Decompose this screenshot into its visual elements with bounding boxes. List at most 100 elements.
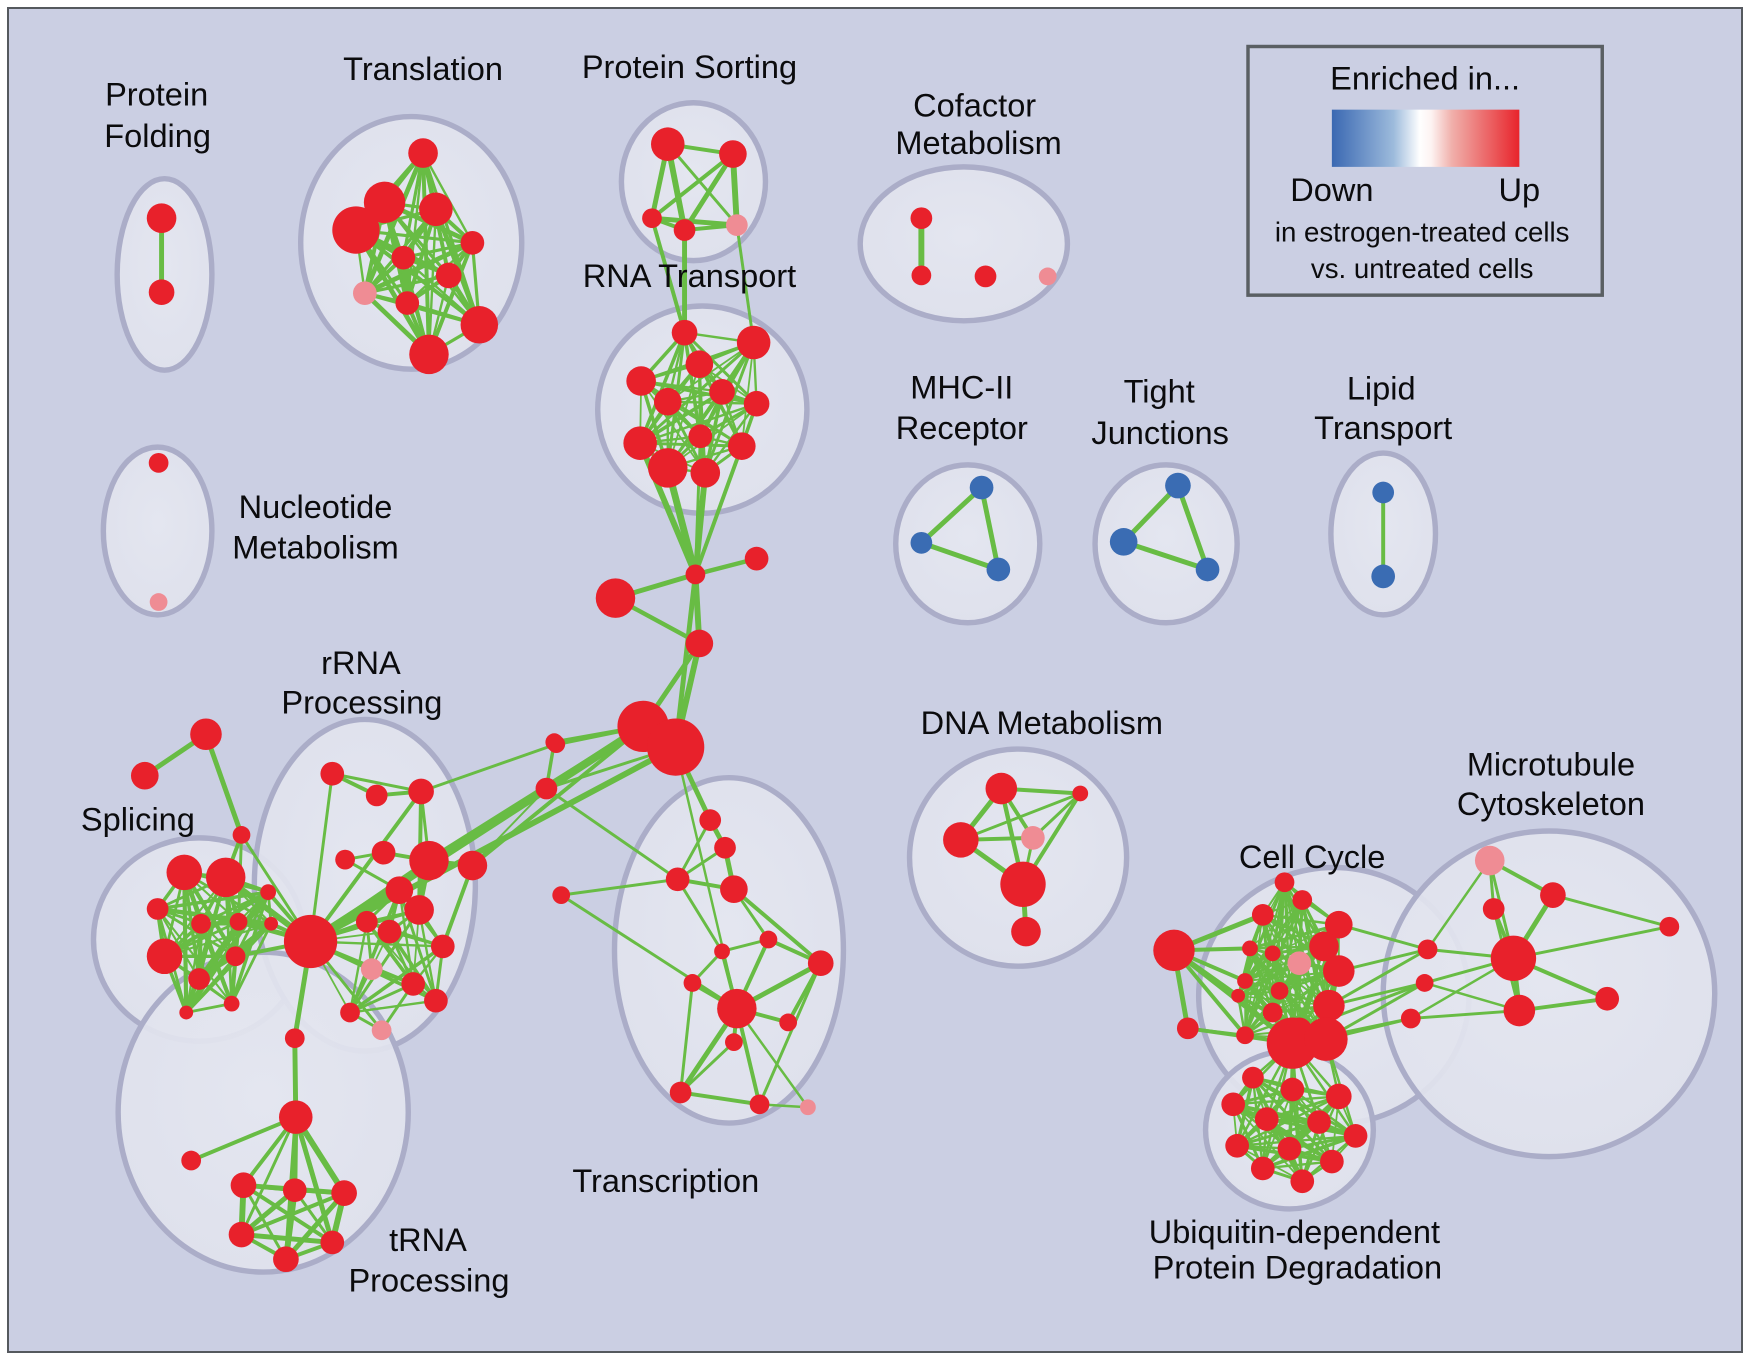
- node-mc2-red: [1415, 974, 1434, 992]
- node-cc4-red: [1309, 931, 1339, 962]
- node-u11-red: [1320, 1149, 1344, 1174]
- edge-cc6-cc13: [1243, 946, 1252, 1037]
- node-s6-red: [146, 938, 183, 975]
- cluster-label-rna-transport-line0: RNA Transport: [583, 258, 796, 294]
- node-u12-red: [1290, 1169, 1315, 1194]
- cluster-label-nucleotide-metabolism-line1: Metabolism: [232, 529, 398, 565]
- cluster-label-protein-folding-line1: Folding: [104, 118, 211, 154]
- node-r14-red: [320, 761, 345, 786]
- node-tj2-blue: [1109, 528, 1138, 556]
- node-r2-red: [409, 840, 449, 881]
- edge-tn4-tn6: [283, 1190, 347, 1262]
- node-r6-red: [355, 910, 378, 933]
- edge-q15-q16: [678, 1090, 762, 1107]
- node-mt1-red: [1540, 882, 1566, 908]
- node-mt3-red: [1503, 994, 1536, 1027]
- node-lt2-blue: [1371, 564, 1396, 589]
- node-cm2-red: [911, 265, 932, 286]
- node-rt2-red: [736, 325, 771, 360]
- node-cm4-pink: [1038, 267, 1057, 286]
- node-u6-red: [1307, 1110, 1331, 1134]
- node-rt9-red: [688, 424, 713, 449]
- edge-s10-s11: [230, 922, 273, 1006]
- edge-ps1-ps5: [666, 142, 739, 227]
- edge-mth-mt5: [1511, 925, 1671, 960]
- node-q11-red: [807, 950, 834, 977]
- node-cc6-red: [1242, 940, 1258, 957]
- cluster-label-trna-processing-line0: tRNA: [389, 1222, 467, 1258]
- cluster-label-mhc-ii-receptor-line1: Receptor: [896, 410, 1028, 446]
- edge-t1-t8: [362, 150, 426, 296]
- node-rt7-red: [743, 390, 770, 417]
- edge-ps2-ps3: [650, 152, 735, 221]
- edge-rt4-rt7: [639, 379, 759, 406]
- node-tn3-red: [282, 1178, 307, 1202]
- node-cc15-red: [1313, 989, 1345, 1022]
- node-u8-red: [1225, 1133, 1249, 1158]
- node-tn7-red: [320, 1230, 345, 1255]
- edge-tj1-tj3: [1175, 483, 1211, 572]
- cluster-ellipse-nucleotide-metabolism: [100, 444, 215, 618]
- node-pf1-red: [146, 203, 177, 233]
- legend: Enriched in... Down Up in estrogen-treated …: [1246, 44, 1604, 297]
- cluster-label-nucleotide-metabolism-line0: Nucleotide: [239, 489, 393, 525]
- node-mt4-red: [1595, 986, 1620, 1011]
- edge-cc5-cc18: [1283, 881, 1301, 965]
- node-u9-red: [1277, 1136, 1302, 1161]
- node-t5-red: [460, 231, 485, 255]
- edge-rt10-c1: [693, 444, 744, 577]
- edge-r14-r16: [330, 772, 423, 793]
- edge-mh1-mh2: [918, 485, 985, 546]
- node-r8-red: [430, 934, 455, 959]
- node-cc1-red: [1251, 903, 1274, 926]
- node-t2-red: [363, 181, 406, 224]
- edge-hub-r16: [308, 789, 424, 944]
- node-cc9-red: [1237, 973, 1253, 989]
- node-cc18-red: [1274, 872, 1295, 893]
- node-q1-red: [545, 733, 564, 752]
- node-u1-red: [1242, 1066, 1264, 1089]
- node-u4-red: [1221, 1092, 1246, 1117]
- edge-q2-q6: [544, 787, 680, 881]
- node-t7-red: [435, 262, 462, 289]
- edge-rt4-rt12: [640, 380, 707, 474]
- node-cc16-red: [1266, 1017, 1319, 1069]
- node-r9-pink: [360, 958, 383, 980]
- node-c3-red: [595, 578, 636, 618]
- node-cchl-red: [1153, 929, 1195, 972]
- node-mt5-red: [1659, 916, 1680, 937]
- edge-h2-q12: [674, 745, 739, 1010]
- node-r4-red: [385, 876, 414, 904]
- node-t6-red: [391, 245, 416, 270]
- node-q13-red: [779, 1013, 798, 1032]
- cluster-label-mhc-ii-receptor-line0: MHC-II: [910, 369, 1013, 405]
- node-q17-pink: [800, 1099, 816, 1116]
- cluster-label-ubiquitin-degradation-line0: Ubiquitin-dependent: [1149, 1214, 1440, 1250]
- edge-rt1-rt7: [683, 331, 759, 406]
- node-cc7-red: [1264, 945, 1281, 962]
- node-ps2-red: [719, 140, 747, 168]
- edge-s10-s12: [184, 922, 273, 1015]
- cluster-label-tight-junctions-line0: Tight: [1124, 373, 1195, 409]
- node-s5-red: [229, 912, 248, 931]
- edge-c5-r16: [419, 742, 558, 793]
- node-q4-red: [714, 836, 736, 859]
- node-rt1-red: [671, 319, 698, 346]
- node-c2-red: [744, 546, 769, 571]
- edge-u7-u10: [1261, 1134, 1358, 1171]
- node-s8-red: [225, 946, 246, 967]
- edge-tn2-tn6: [241, 1183, 288, 1261]
- node-d4-pink: [1021, 826, 1045, 850]
- edge-rt7-rt8: [638, 402, 758, 445]
- edge-mc1-mtp: [1426, 859, 1491, 951]
- edge-u3-u4: [1232, 1095, 1340, 1106]
- edge-mc2-mt3: [1423, 981, 1521, 1012]
- node-ps1-red: [651, 127, 685, 161]
- node-s12-red: [179, 1005, 194, 1020]
- edge-q10-q15: [679, 981, 694, 1094]
- cluster-label-cofactor-metabolism-line0: Cofactor: [913, 87, 1036, 123]
- node-d6-red: [1011, 916, 1041, 947]
- cluster-label-ubiquitin-degradation-line1: Protein Degradation: [1153, 1250, 1443, 1286]
- cluster-ellipse-tight-junctions: [1092, 462, 1240, 626]
- legend-gradient-bar: [1331, 109, 1520, 167]
